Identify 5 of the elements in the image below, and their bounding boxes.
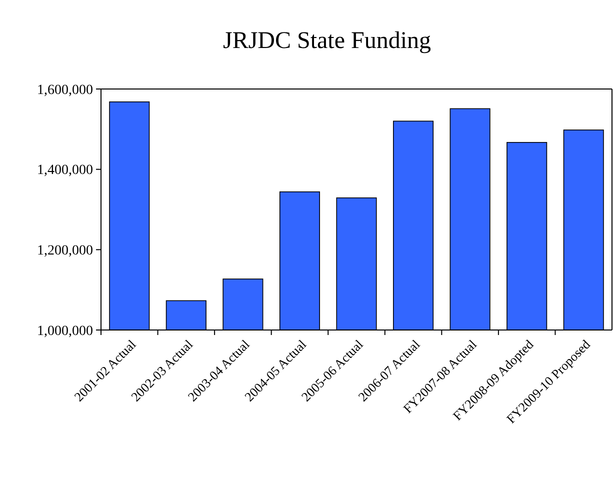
y-tick-label: 1,200,000 xyxy=(37,244,93,259)
y-tick-label: 1,600,000 xyxy=(37,82,93,98)
y-tick-label: 1,000,000 xyxy=(37,324,93,339)
chart-title: JRJDC State Funding xyxy=(222,28,432,54)
y-tick-label: 1,400,000 xyxy=(37,163,93,178)
